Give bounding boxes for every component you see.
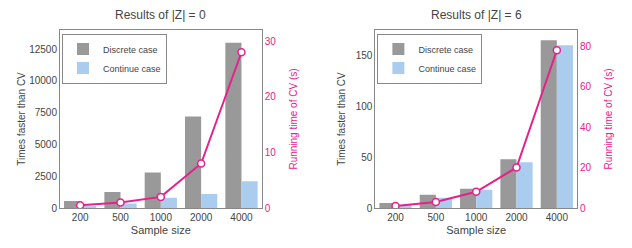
svg-text:80: 80	[580, 41, 592, 52]
svg-text:4000: 4000	[546, 212, 569, 223]
svg-text:Results of |Z| = 6: Results of |Z| = 6	[431, 8, 522, 22]
svg-text:20: 20	[580, 162, 592, 173]
svg-text:Continue case: Continue case	[103, 64, 161, 74]
svg-text:30: 30	[265, 36, 277, 47]
svg-text:1000: 1000	[465, 212, 488, 223]
svg-text:Discrete case: Discrete case	[418, 45, 473, 55]
svg-text:500: 500	[112, 212, 129, 223]
svg-text:0: 0	[265, 203, 271, 214]
svg-text:12500: 12500	[29, 44, 57, 55]
svg-text:20: 20	[265, 91, 277, 102]
svg-text:2500: 2500	[35, 171, 58, 182]
svg-text:Running time of CV (s): Running time of CV (s)	[603, 68, 614, 169]
svg-text:Results of |Z| = 0: Results of |Z| = 0	[115, 8, 206, 22]
svg-text:Running time of CV (s): Running time of CV (s)	[288, 68, 299, 169]
svg-text:2000: 2000	[190, 212, 213, 223]
svg-text:100: 100	[356, 101, 373, 112]
svg-text:Sample size: Sample size	[131, 224, 191, 236]
svg-text:Times faster than CV: Times faster than CV	[16, 72, 27, 166]
svg-text:Sample size: Sample size	[446, 224, 506, 236]
svg-text:10000: 10000	[29, 75, 57, 86]
svg-text:Continue case: Continue case	[418, 64, 476, 74]
svg-text:2000: 2000	[505, 212, 528, 223]
svg-text:50: 50	[361, 152, 373, 163]
svg-text:4000: 4000	[230, 212, 253, 223]
svg-text:150: 150	[356, 50, 373, 61]
svg-text:40: 40	[580, 122, 592, 133]
svg-text:7500: 7500	[35, 107, 58, 118]
svg-text:0: 0	[367, 203, 373, 214]
svg-text:1000: 1000	[150, 212, 173, 223]
svg-text:5000: 5000	[35, 139, 58, 150]
svg-text:Times faster than CV: Times faster than CV	[336, 72, 347, 166]
svg-text:Discrete case: Discrete case	[103, 45, 158, 55]
svg-text:500: 500	[428, 212, 445, 223]
svg-text:200: 200	[387, 212, 404, 223]
svg-text:0: 0	[51, 203, 57, 214]
svg-text:0: 0	[580, 203, 586, 214]
svg-text:200: 200	[72, 212, 89, 223]
svg-text:10: 10	[265, 147, 277, 158]
svg-text:60: 60	[580, 81, 592, 92]
